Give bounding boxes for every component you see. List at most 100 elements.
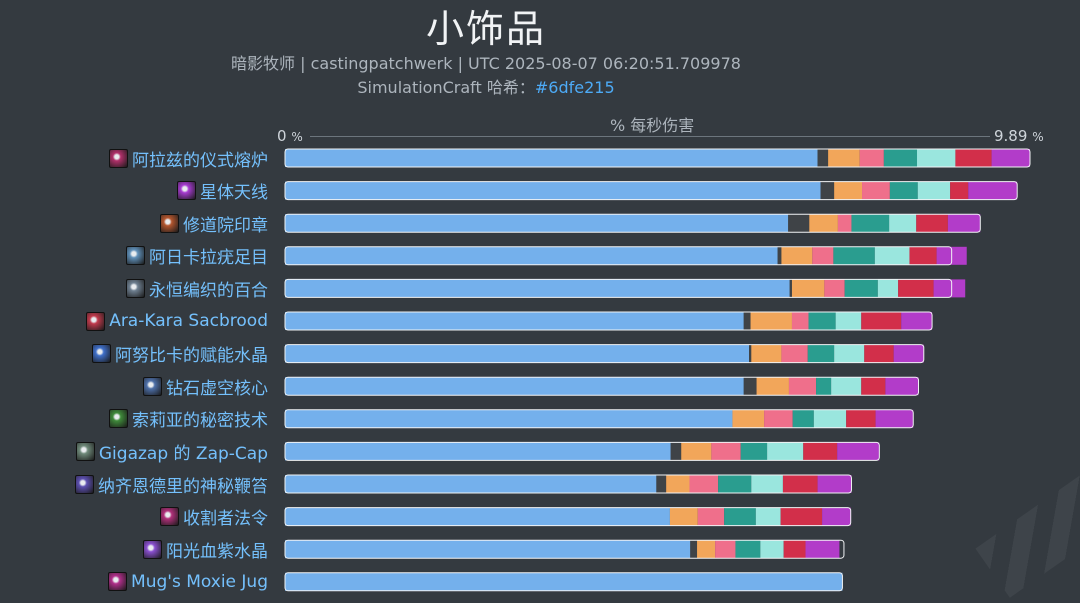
- bar-segment[interactable]: [789, 279, 792, 298]
- category-label[interactable]: 阿拉兹的仪式熔炉: [109, 147, 268, 171]
- bar-segment[interactable]: [697, 507, 725, 526]
- bar-segment[interactable]: [968, 181, 1018, 200]
- bar-segment[interactable]: [285, 377, 744, 396]
- category-label[interactable]: 纳齐恩德里的神秘鞭笞: [75, 473, 268, 497]
- bar-segment[interactable]: [824, 279, 845, 298]
- bar-segment[interactable]: [851, 214, 890, 233]
- bar-segment[interactable]: [656, 475, 667, 493]
- bar-segment[interactable]: [285, 507, 670, 526]
- bar-segment[interactable]: [777, 246, 782, 265]
- bar-segment[interactable]: [285, 214, 789, 233]
- bar-segment[interactable]: [718, 475, 752, 493]
- bar-segment[interactable]: [788, 377, 817, 396]
- bar-segment[interactable]: [874, 246, 910, 265]
- category-label[interactable]: 收割者法令: [160, 506, 268, 529]
- bar-segment[interactable]: [285, 279, 790, 298]
- bar-segment[interactable]: [285, 181, 821, 200]
- bar-segment[interactable]: [831, 377, 862, 396]
- bar-segment[interactable]: [885, 377, 919, 396]
- bar-segment[interactable]: [750, 312, 792, 330]
- bar-segment[interactable]: [883, 149, 918, 167]
- bar-segment[interactable]: [285, 312, 744, 330]
- bar-segment[interactable]: [917, 149, 956, 167]
- bar-segment[interactable]: [834, 181, 863, 200]
- category-label[interactable]: Gigazap 的 Zap-Cap: [75, 440, 268, 464]
- bar-segment[interactable]: [783, 540, 806, 559]
- bar-segment[interactable]: [781, 246, 813, 265]
- bar-segment[interactable]: [846, 409, 876, 428]
- bar-segment[interactable]: [917, 181, 951, 200]
- bar-segment[interactable]: [933, 279, 966, 298]
- bar-segment[interactable]: [697, 540, 716, 559]
- category-label[interactable]: 阳光血紫水晶: [143, 538, 268, 562]
- bar-segment[interactable]: [755, 507, 781, 526]
- bar-segment[interactable]: [666, 475, 690, 493]
- bar-segment[interactable]: [807, 344, 835, 363]
- bar-segment[interactable]: [864, 344, 894, 363]
- bar-segment[interactable]: [782, 475, 818, 493]
- bar-segment[interactable]: [732, 409, 765, 428]
- bar-segment[interactable]: [813, 409, 847, 428]
- bar-segment[interactable]: [749, 344, 752, 363]
- bar-segment[interactable]: [822, 507, 851, 526]
- bar-segment[interactable]: [820, 181, 835, 200]
- bar-segment[interactable]: [991, 149, 1030, 167]
- bar-segment[interactable]: [715, 540, 736, 559]
- bar-segment[interactable]: [669, 507, 698, 526]
- bar-segment[interactable]: [285, 409, 733, 428]
- bar-segment[interactable]: [751, 344, 782, 363]
- bar-segment[interactable]: [756, 377, 789, 396]
- bar-segment[interactable]: [681, 442, 712, 461]
- bar-segment[interactable]: [859, 149, 884, 167]
- bar-segment[interactable]: [808, 312, 836, 330]
- bar-segment[interactable]: [833, 246, 875, 265]
- bar-segment[interactable]: [834, 344, 865, 363]
- bar-segment[interactable]: [285, 540, 691, 559]
- bar-segment[interactable]: [898, 279, 934, 298]
- bar-segment[interactable]: [809, 214, 838, 233]
- category-label[interactable]: 永恒编织的百合: [126, 277, 268, 301]
- bar-segment[interactable]: [767, 442, 804, 461]
- bar-segment[interactable]: [803, 442, 838, 461]
- bar-segment[interactable]: [764, 409, 793, 428]
- bar-segment[interactable]: [689, 475, 719, 493]
- bar-segment[interactable]: [780, 507, 823, 526]
- bar-segment[interactable]: [889, 214, 917, 233]
- bar-segment[interactable]: [861, 312, 902, 330]
- bar-segment[interactable]: [835, 312, 862, 330]
- bar-segment[interactable]: [791, 312, 809, 330]
- bar-segment[interactable]: [889, 181, 918, 200]
- category-label[interactable]: 星体天线: [177, 180, 268, 203]
- bar-segment[interactable]: [740, 442, 768, 461]
- bar-segment[interactable]: [743, 377, 757, 396]
- bar-segment[interactable]: [947, 214, 981, 233]
- category-label[interactable]: Mug's Moxie Jug: [108, 571, 268, 593]
- bar-segment[interactable]: [828, 149, 860, 167]
- category-label[interactable]: 钻石虚空核心: [143, 375, 268, 399]
- bar-segment[interactable]: [285, 572, 843, 591]
- bar-segment[interactable]: [791, 279, 825, 298]
- bar-segment[interactable]: [901, 312, 933, 330]
- bar-segment[interactable]: [862, 181, 890, 200]
- bar-segment[interactable]: [285, 344, 750, 363]
- simc-hash-link[interactable]: #6dfe215: [534, 78, 615, 97]
- bar-segment[interactable]: [670, 442, 682, 461]
- bar-segment[interactable]: [861, 377, 886, 396]
- bar-segment[interactable]: [837, 214, 852, 233]
- bar-segment[interactable]: [285, 442, 671, 461]
- bar-segment[interactable]: [817, 475, 852, 493]
- bar-segment[interactable]: [751, 475, 783, 493]
- bar-segment[interactable]: [743, 312, 751, 330]
- bar-segment[interactable]: [893, 344, 924, 363]
- bar-segment[interactable]: [792, 409, 814, 428]
- bar-segment[interactable]: [760, 540, 784, 559]
- bar-segment[interactable]: [950, 181, 969, 200]
- category-label[interactable]: 阿努比卡的赋能水晶: [92, 343, 268, 366]
- category-label[interactable]: Ara-Kara Sacbrood: [86, 310, 268, 332]
- category-label[interactable]: 索莉亚的秘密技术: [109, 408, 268, 431]
- bar-segment[interactable]: [875, 409, 914, 428]
- bar-segment[interactable]: [916, 214, 948, 233]
- bar-segment[interactable]: [844, 279, 878, 298]
- bar-segment[interactable]: [909, 246, 937, 265]
- bar-segment[interactable]: [805, 540, 840, 559]
